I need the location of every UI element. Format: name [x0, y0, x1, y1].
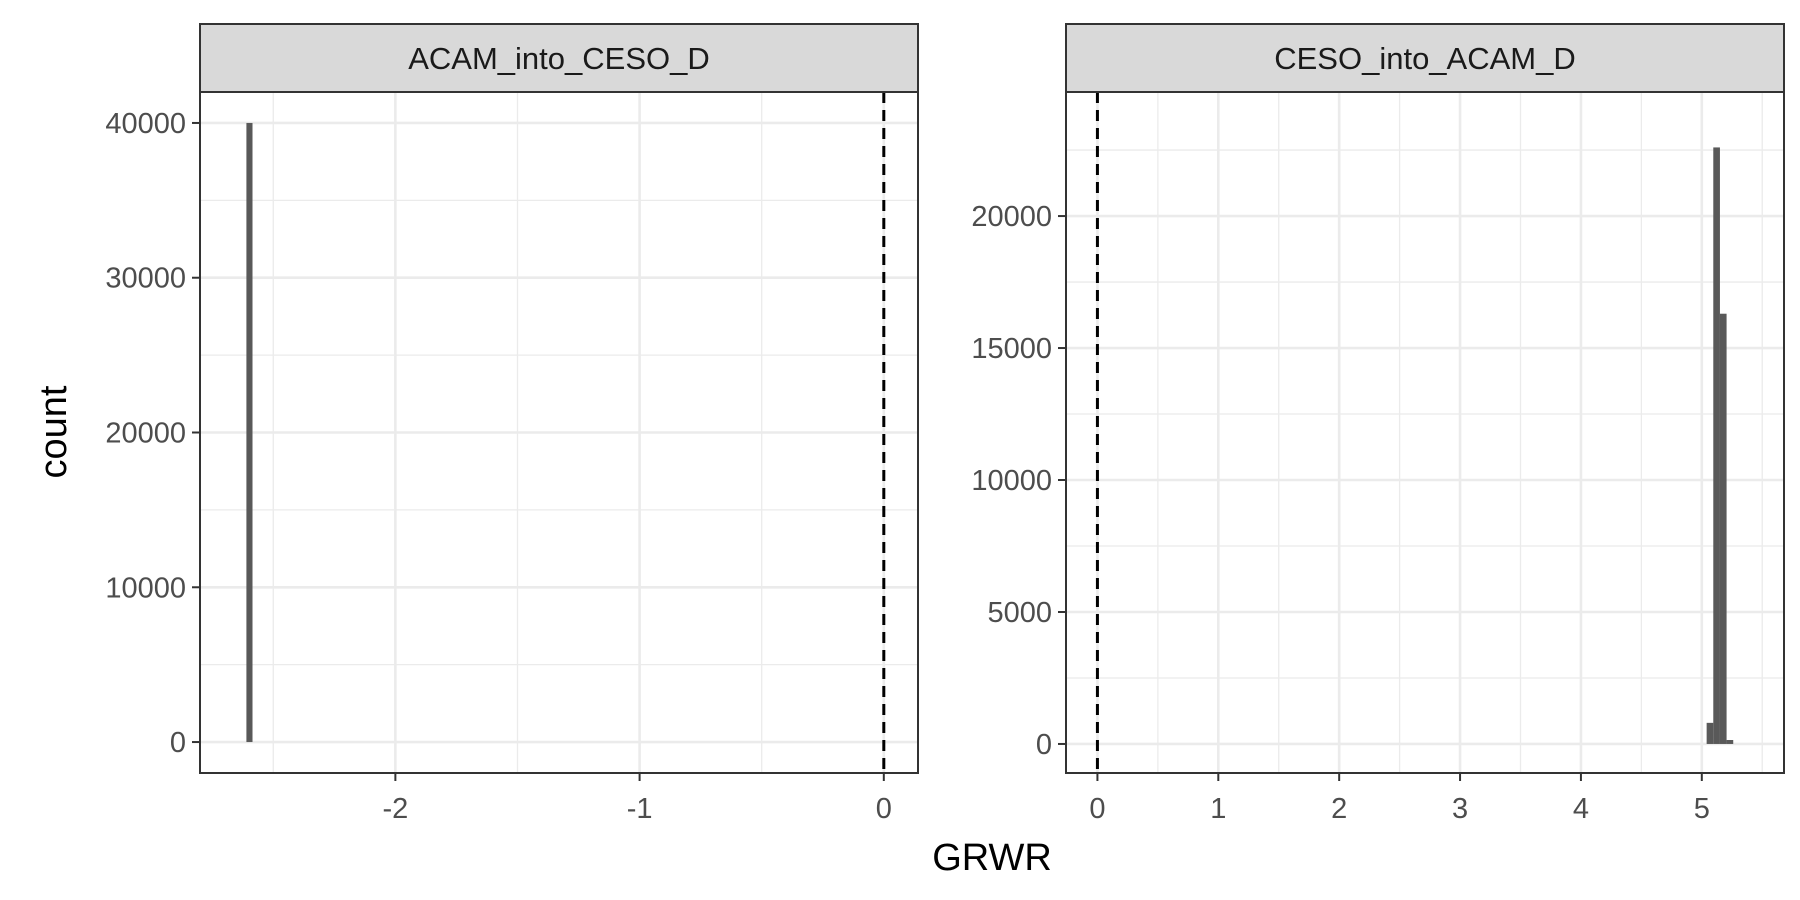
histogram-bar [1706, 722, 1714, 744]
facet-strip-label: ACAM_into_CESO_D [408, 41, 710, 76]
x-tick-label: 2 [1331, 793, 1347, 825]
x-tick-label: -2 [382, 793, 408, 825]
histogram-bar [1726, 740, 1734, 744]
y-tick-label: 10000 [105, 572, 186, 604]
x-tick-label: -1 [627, 793, 653, 825]
y-tick-label: 20000 [105, 418, 186, 450]
y-tick-label: 15000 [971, 333, 1052, 365]
x-tick-label: 3 [1452, 793, 1468, 825]
facet-strip-label: CESO_into_ACAM_D [1274, 41, 1576, 76]
panel-2: CESO_into_ACAM_D 0 1 2 3 4 5 0 5000 10000 15000 200… [971, 23, 1785, 825]
y-tick-label: 0 [1036, 729, 1052, 761]
y-tick-label: 10000 [971, 465, 1052, 497]
x-tick-label: 0 [1089, 793, 1105, 825]
y-tick-label: 40000 [105, 108, 186, 140]
histogram-bar [1713, 147, 1720, 744]
x-tick-label: 5 [1694, 793, 1710, 825]
x-tick-label: 0 [876, 793, 892, 825]
panel-background [1066, 92, 1784, 773]
x-axis-title: GRWR [932, 837, 1052, 879]
x-tick-label: 4 [1573, 793, 1589, 825]
panels-layer: ACAM_into_CESO_D-2 -1 00100002000030000400… [105, 23, 1785, 825]
panel-border [1065, 91, 1785, 774]
y-axis-title: count [33, 385, 75, 478]
y-tick-label: 20000 [971, 201, 1052, 233]
x-tick-label: 1 [1210, 793, 1226, 825]
histogram-bar [246, 122, 253, 743]
y-tick-label: 5000 [987, 597, 1052, 629]
histogram-bar [1719, 313, 1727, 744]
facet-strip [199, 23, 919, 93]
y-tick-label: 30000 [105, 263, 186, 295]
panel-1: ACAM_into_CESO_D -2 -1 0 0 10000 20000 30000 400… [105, 23, 919, 825]
y-tick-label: 0 [170, 727, 186, 759]
